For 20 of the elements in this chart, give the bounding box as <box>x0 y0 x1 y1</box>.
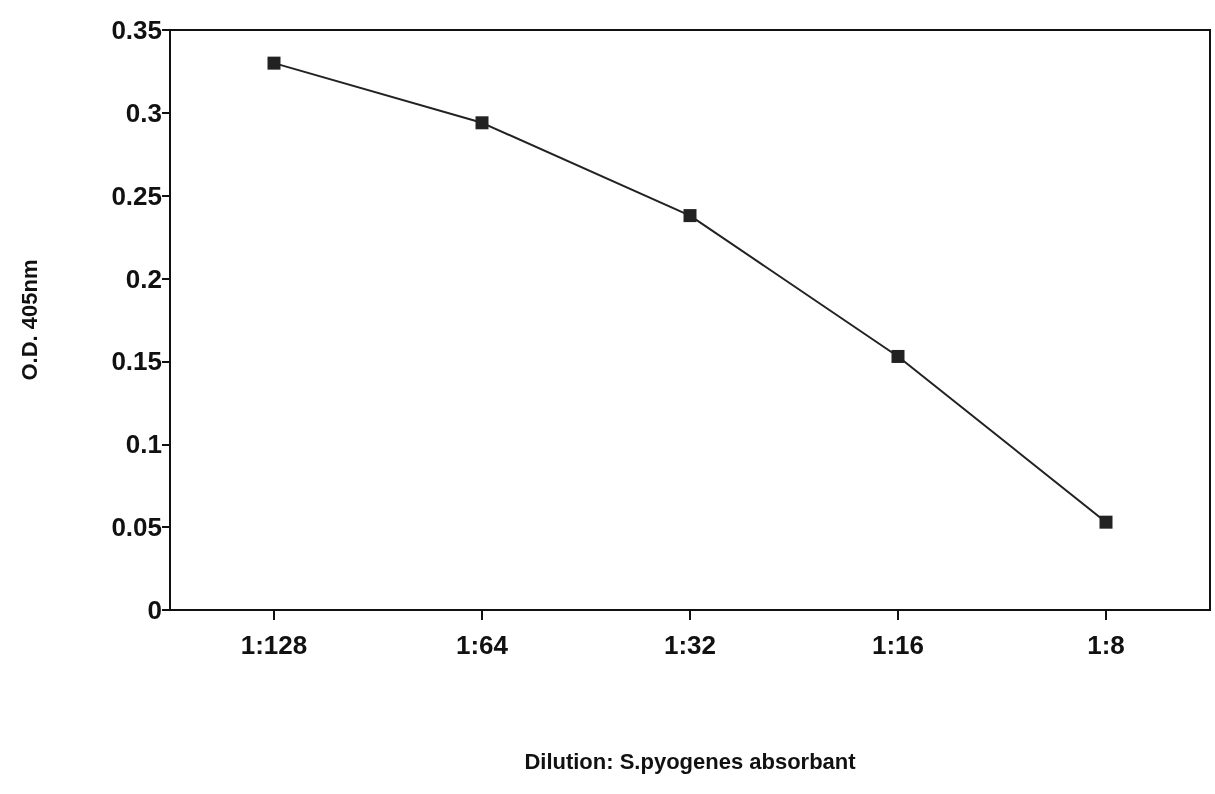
y-axis-title: O.D. 405nm <box>16 259 42 381</box>
point <box>683 209 697 223</box>
y-tick-label: 0.3 <box>125 97 162 128</box>
x-tick-label: 1:16 <box>871 630 925 660</box>
y-tick-label: 0.2 <box>125 263 162 294</box>
y-tick-label: 0.25 <box>111 180 162 211</box>
x-axis-title: Dilution: S.pyogenes absorbant <box>524 748 857 774</box>
x-tick-label: 1:64 <box>455 630 509 660</box>
y-tick-label: 0.1 <box>125 429 162 460</box>
y-tick-label: 0.15 <box>111 346 162 377</box>
point <box>475 116 489 130</box>
x-tick-label: 1:8 <box>1087 630 1125 660</box>
point <box>1099 515 1113 529</box>
x-tick-label: 1:32 <box>663 630 717 660</box>
y-tick-label: 0.35 <box>111 15 162 45</box>
point <box>891 349 905 363</box>
point <box>267 56 281 70</box>
y-tick-label: 0.05 <box>111 512 162 543</box>
y-tick-label: 0 <box>147 595 162 625</box>
x-tick-label: 1:128 <box>240 630 308 660</box>
